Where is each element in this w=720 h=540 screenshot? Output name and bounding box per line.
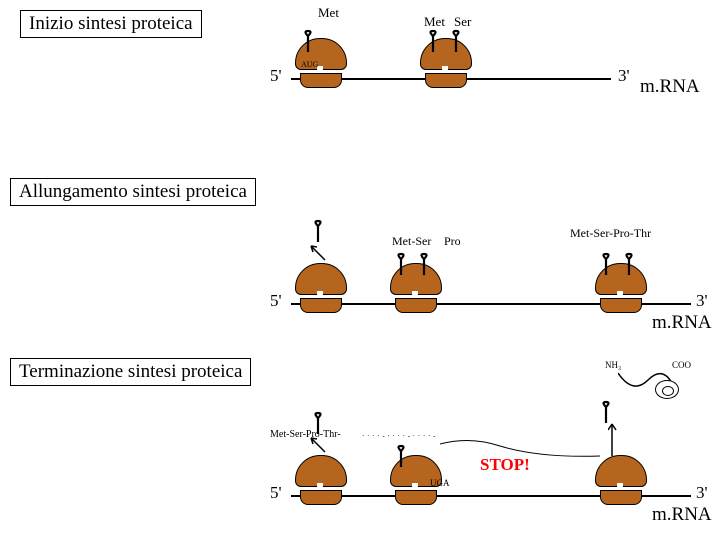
arrow-icon [303,238,333,268]
codon-label: AUG [301,60,318,69]
aa-label: Ser [454,14,471,30]
protein-blob [662,386,674,396]
trna-icon [300,28,316,52]
ribosome [295,265,345,313]
trna-icon [393,251,409,275]
trna-icon [598,251,614,275]
stage3-three-prime: 3' [696,483,708,503]
aa-label: Met-Ser-Pro-Thr [570,226,651,241]
trna-icon [448,28,464,52]
stage3-mrna-label: m.RNA [652,504,712,526]
trna-icon [621,251,637,275]
stage3-title: Terminazione sintesi proteica [10,358,251,386]
aa-label: Met [424,14,445,30]
codon-label: UGA [430,478,450,488]
stage1-mrna-label: m.RNA [640,76,700,98]
aa-label: Pro [444,234,461,249]
stage2-title: Allungamento sintesi proteica [10,178,256,206]
aa-label: Met-Ser [392,234,431,249]
ribosome [295,457,345,505]
stage1-five-prime: 5' [270,66,282,86]
aa-label: Met-Ser-Pro-Thr- [270,429,341,440]
trna-icon [425,28,441,52]
stage1-three-prime: 3' [618,66,630,86]
ellipsis-chain: · · · · - · · · · - · · · · - [362,432,436,440]
trna-icon [416,251,432,275]
trna-icon [393,443,409,467]
stage2-three-prime: 3' [696,291,708,311]
stage2-mrna-label: m.RNA [652,312,712,334]
stage1-title: Inizio sintesi proteica [20,10,202,38]
stage3-five-prime: 5' [270,483,282,503]
chain-squiggle-icon [440,436,620,466]
stage2-five-prime: 5' [270,291,282,311]
aa-label: Met [318,5,339,21]
